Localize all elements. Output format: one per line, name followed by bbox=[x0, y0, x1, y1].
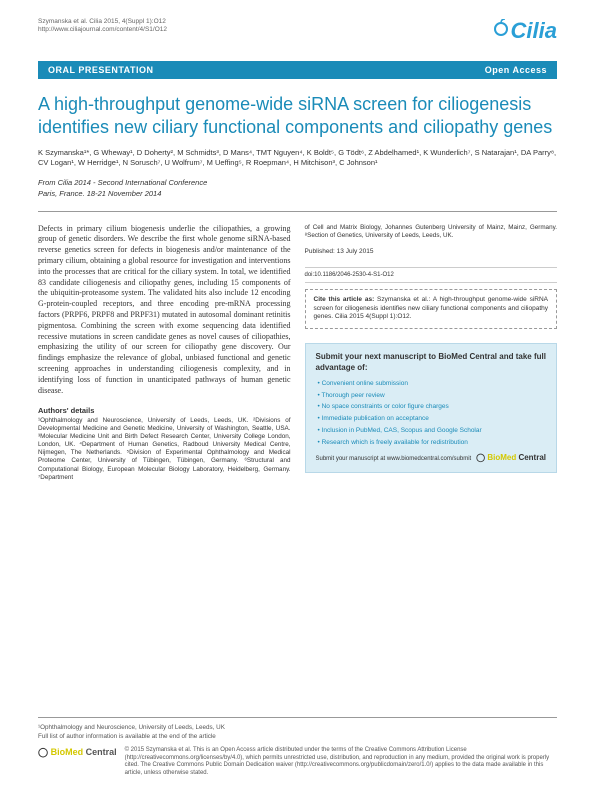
submit-box: Submit your next manuscript to BioMed Ce… bbox=[305, 343, 558, 473]
corresponding-author: ¹Ophthalmology and Neuroscience, Univers… bbox=[38, 724, 557, 740]
submit-box-footer: Submit your manuscript at www.biomedcent… bbox=[316, 453, 547, 464]
cilia-logo-icon bbox=[491, 19, 511, 45]
benefit-item: Convenient online submission bbox=[318, 380, 547, 389]
citation-line2: http://www.ciliajournal.com/content/4/S1… bbox=[38, 26, 167, 34]
benefit-item: Immediate publication on acceptance bbox=[318, 415, 547, 424]
open-access-label: Open Access bbox=[485, 65, 547, 75]
section-label: ORAL PRESENTATION bbox=[48, 65, 154, 75]
citation-info: Szymanska et al. Cilia 2015, 4(Suppl 1):… bbox=[38, 18, 167, 35]
doi: doi:10.1186/2046-2530-4-S1-O12 bbox=[305, 267, 558, 283]
biomed-logo-small: ◯ BioMed Central bbox=[38, 747, 117, 759]
cite-box: Cite this article as: Szymanska et al.: … bbox=[305, 289, 558, 329]
right-column: of Cell and Matrix Biology, Johannes Gut… bbox=[305, 224, 558, 482]
conference-info: From Cilia 2014 - Second International C… bbox=[0, 168, 595, 198]
biomed-logo: ◯ BioMed Central bbox=[476, 453, 546, 464]
affiliation-continued: of Cell and Matrix Biology, Johannes Gut… bbox=[305, 224, 558, 240]
submit-box-title: Submit your next manuscript to BioMed Ce… bbox=[316, 352, 547, 374]
license-text: © 2015 Szymanska et al. This is an Open … bbox=[125, 747, 557, 778]
section-bar: ORAL PRESENTATION Open Access bbox=[38, 61, 557, 79]
submit-benefits-list: Convenient online submission Thorough pe… bbox=[316, 380, 547, 448]
benefit-item: Thorough peer review bbox=[318, 392, 547, 401]
cite-label: Cite this article as: bbox=[314, 296, 375, 303]
conference-location: Paris, France. 18-21 November 2014 bbox=[38, 189, 557, 199]
divider bbox=[38, 211, 557, 212]
benefit-item: Inclusion in PubMed, CAS, Scopus and Goo… bbox=[318, 427, 547, 436]
header: Szymanska et al. Cilia 2015, 4(Suppl 1):… bbox=[0, 0, 595, 53]
authors-details-heading: Authors' details bbox=[38, 406, 291, 416]
authors-details-text: ¹Ophthalmology and Neuroscience, Univers… bbox=[38, 417, 291, 482]
page-footer: ¹Ophthalmology and Neuroscience, Univers… bbox=[38, 717, 557, 778]
authors-list: K Szymanska¹*, G Wheway¹, D Doherty², M … bbox=[0, 148, 595, 168]
article-title: A high-throughput genome-wide siRNA scre… bbox=[0, 79, 595, 148]
abstract-text: Defects in primary cilium biogenesis und… bbox=[38, 224, 291, 397]
logo-text: Cilia bbox=[511, 18, 557, 43]
benefit-item: No space constraints or color figure cha… bbox=[318, 403, 547, 412]
license-row: ◯ BioMed Central © 2015 Szymanska et al.… bbox=[38, 747, 557, 778]
journal-logo: Cilia bbox=[491, 18, 557, 45]
benefit-item: Research which is freely available for r… bbox=[318, 439, 547, 448]
conference-name: From Cilia 2014 - Second International C… bbox=[38, 178, 557, 188]
citation-line1: Szymanska et al. Cilia 2015, 4(Suppl 1):… bbox=[38, 18, 167, 26]
content-columns: Defects in primary cilium biogenesis und… bbox=[0, 224, 595, 482]
left-column: Defects in primary cilium biogenesis und… bbox=[38, 224, 291, 482]
published-date: Published: 13 July 2015 bbox=[305, 248, 558, 257]
submit-url: Submit your manuscript at www.biomedcent… bbox=[316, 455, 472, 463]
